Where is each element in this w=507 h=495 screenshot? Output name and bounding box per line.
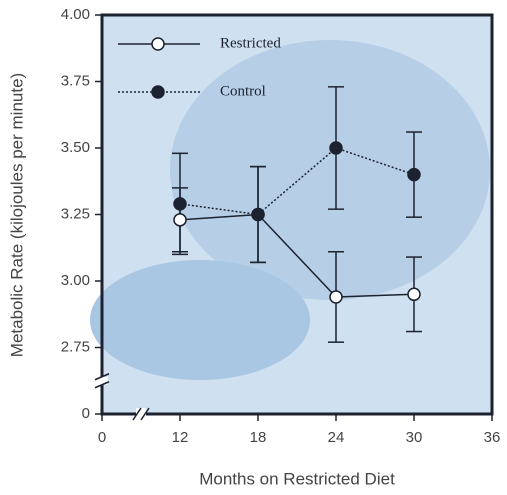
point	[174, 214, 186, 226]
point	[408, 169, 420, 181]
legend-label: Restricted	[220, 35, 281, 51]
point	[252, 209, 264, 221]
y-tick-label: 4.00	[61, 6, 90, 23]
legend-marker	[152, 86, 164, 98]
x-tick-label: 36	[484, 429, 501, 446]
x-tick-label: 12	[172, 429, 189, 446]
point	[408, 288, 420, 300]
y-tick-label: 2.75	[61, 338, 90, 355]
y-tick-label: 3.25	[61, 205, 90, 222]
y-tick-label: 3.50	[61, 139, 90, 156]
x-tick-label: 0	[98, 429, 106, 446]
point	[174, 198, 186, 210]
y-axis-label: Metabolic Rate (kilojoules per minute)	[7, 73, 26, 357]
background-photo-shape	[90, 260, 310, 380]
y-tick-label: 3.00	[61, 272, 90, 289]
legend-marker	[152, 38, 164, 50]
x-tick-label: 18	[250, 429, 267, 446]
x-tick-label: 24	[328, 429, 345, 446]
y-tick-label: 0	[82, 405, 90, 422]
point	[330, 142, 342, 154]
y-tick-label: 3.75	[61, 72, 90, 89]
point	[330, 291, 342, 303]
x-tick-label: 30	[406, 429, 423, 446]
chart: Metabolic Rate (kilojoules per minute) M…	[0, 0, 507, 495]
legend-label: Control	[220, 83, 266, 99]
x-axis-label: Months on Restricted Diet	[199, 469, 395, 488]
